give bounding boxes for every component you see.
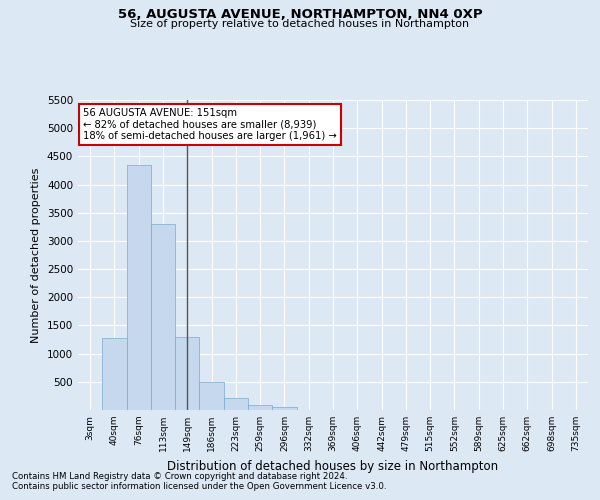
- Bar: [224, 398, 248, 410]
- Bar: [248, 406, 272, 410]
- Bar: [175, 338, 199, 410]
- Y-axis label: Number of detached properties: Number of detached properties: [31, 168, 41, 342]
- Bar: [272, 407, 296, 410]
- Bar: [102, 338, 127, 410]
- Bar: [127, 166, 151, 410]
- Text: Contains public sector information licensed under the Open Government Licence v3: Contains public sector information licen…: [12, 482, 386, 491]
- Text: Size of property relative to detached houses in Northampton: Size of property relative to detached ho…: [130, 19, 470, 29]
- Bar: [151, 224, 175, 410]
- Text: 56 AUGUSTA AVENUE: 151sqm
← 82% of detached houses are smaller (8,939)
18% of se: 56 AUGUSTA AVENUE: 151sqm ← 82% of detac…: [83, 108, 337, 141]
- X-axis label: Distribution of detached houses by size in Northampton: Distribution of detached houses by size …: [167, 460, 499, 472]
- Bar: [199, 382, 224, 410]
- Text: Contains HM Land Registry data © Crown copyright and database right 2024.: Contains HM Land Registry data © Crown c…: [12, 472, 347, 481]
- Text: 56, AUGUSTA AVENUE, NORTHAMPTON, NN4 0XP: 56, AUGUSTA AVENUE, NORTHAMPTON, NN4 0XP: [118, 8, 482, 20]
